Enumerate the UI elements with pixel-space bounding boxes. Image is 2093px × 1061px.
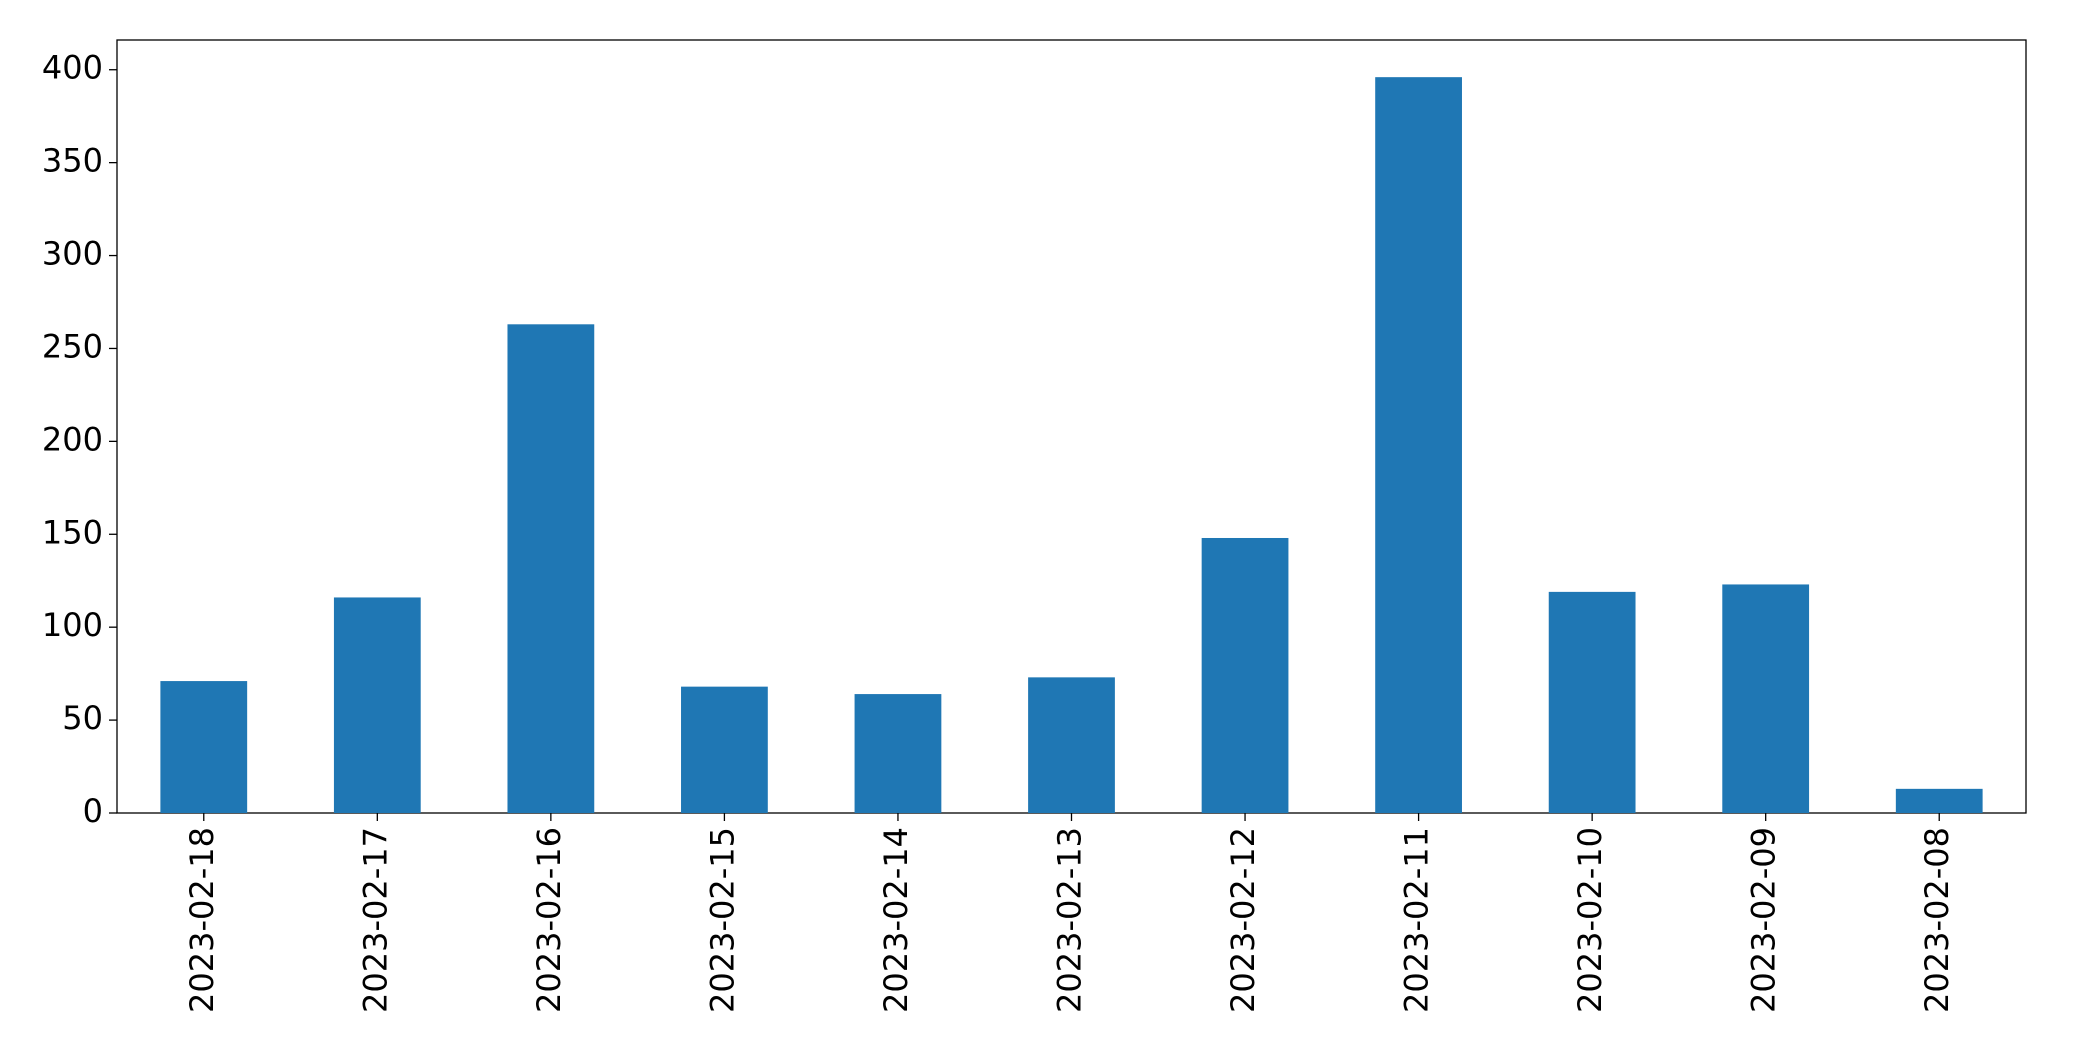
bar bbox=[160, 681, 248, 813]
bar bbox=[1375, 77, 1462, 814]
bar bbox=[507, 324, 595, 813]
bar bbox=[1028, 677, 1115, 813]
y-tick-label: 150 bbox=[42, 513, 103, 551]
x-tick-label: 2023-02-13 bbox=[1051, 827, 1089, 1013]
bar bbox=[1895, 788, 1983, 813]
y-tick-label: 250 bbox=[42, 327, 103, 365]
bar bbox=[681, 686, 768, 813]
x-tick-label: 2023-02-10 bbox=[1571, 827, 1609, 1013]
x-tick-label: 2023-02-18 bbox=[183, 827, 221, 1013]
x-tick-label: 2023-02-12 bbox=[1224, 827, 1262, 1013]
x-tick-label: 2023-02-17 bbox=[356, 827, 394, 1013]
y-tick-label: 350 bbox=[42, 142, 103, 180]
x-tick-label: 2023-02-15 bbox=[703, 827, 741, 1013]
bar bbox=[854, 694, 942, 813]
y-tick-label: 50 bbox=[62, 699, 103, 737]
x-tick-label: 2023-02-08 bbox=[1918, 827, 1956, 1013]
bar bbox=[1548, 591, 1636, 813]
y-tick-label: 0 bbox=[83, 792, 103, 830]
x-tick-label: 2023-02-14 bbox=[877, 827, 915, 1013]
y-tick-label: 400 bbox=[42, 49, 103, 87]
y-tick-label: 300 bbox=[42, 235, 103, 273]
bar bbox=[333, 597, 421, 813]
x-tick-label: 2023-02-16 bbox=[530, 827, 568, 1013]
x-tick-label: 2023-02-09 bbox=[1745, 827, 1783, 1013]
bar bbox=[1722, 584, 1810, 813]
y-tick-label: 200 bbox=[42, 420, 103, 458]
bar bbox=[1201, 537, 1289, 813]
y-tick-label: 100 bbox=[42, 606, 103, 644]
x-tick-label: 2023-02-11 bbox=[1398, 827, 1436, 1013]
